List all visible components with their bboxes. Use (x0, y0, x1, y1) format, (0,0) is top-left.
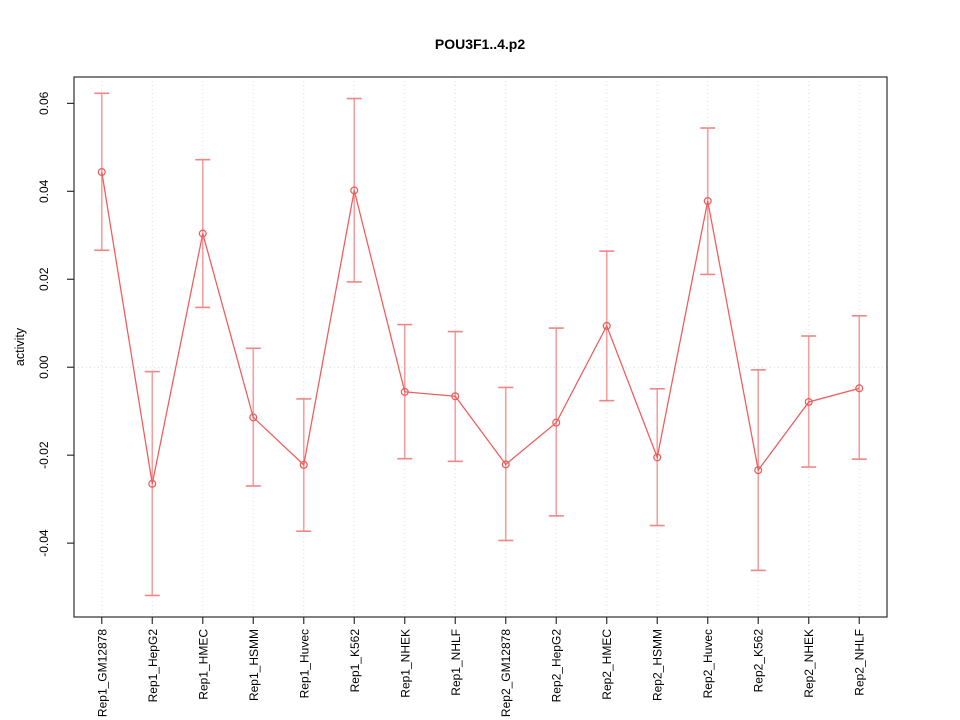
data-point (653, 453, 662, 462)
data-point (198, 229, 207, 238)
data-point (552, 418, 561, 427)
y-axis-title: activity (13, 327, 27, 366)
x-tick-label: Rep2_Huvec (701, 629, 715, 698)
data-point (148, 479, 157, 488)
data-point (855, 384, 864, 393)
data-point (400, 387, 409, 396)
data-point (501, 460, 510, 469)
data-point (249, 413, 258, 422)
y-tick-label: 0.00 (37, 355, 51, 379)
x-tick-label: Rep2_HepG2 (550, 629, 564, 703)
x-tick-label: Rep2_GM12878 (499, 629, 513, 717)
x-tick-label: Rep2_K562 (752, 629, 766, 693)
plot-content: -0.04 -0.02 0.00 0.02 0.04 0.06 Rep1_GM12878 Re… (37, 76, 888, 717)
data-point (97, 167, 106, 177)
series-line (101, 171, 860, 484)
y-tick-label: 0.04 (37, 179, 51, 203)
data-point (804, 397, 813, 406)
plot-frame (73, 76, 888, 618)
data-point (602, 321, 611, 330)
data-point (299, 460, 308, 469)
y-tick-label: 0.02 (37, 267, 51, 291)
x-tick-label: Rep1_K562 (348, 629, 362, 693)
x-tick-label: Rep1_HSMM (247, 629, 261, 701)
chart-title: POU3F1..4.p2 (434, 36, 526, 52)
x-tick-label: Rep1_HepG2 (146, 629, 160, 703)
x-tick-label: Rep1_Huvec (297, 629, 311, 698)
data-point (754, 466, 763, 475)
data-point (350, 186, 359, 195)
x-tick-label: Rep1_NHLF (449, 629, 463, 696)
y-tick-label: 0.06 (37, 91, 51, 115)
x-tick-label: Rep2_NHEK (802, 629, 816, 698)
x-tick-label: Rep2_HMEC (600, 629, 614, 700)
y-tick-label: -0.04 (37, 529, 51, 557)
data-point (451, 392, 460, 401)
x-tick-label: Rep2_NHLF (853, 629, 867, 696)
x-tick-label: Rep2_HSMM (651, 629, 665, 701)
x-tick-label: Rep1_GM12878 (95, 629, 109, 717)
y-tick-label: -0.02 (37, 441, 51, 469)
x-tick-label: Rep1_HMEC (196, 629, 210, 700)
data-point (703, 196, 712, 206)
x-tick-label: Rep1_NHEK (398, 629, 412, 698)
